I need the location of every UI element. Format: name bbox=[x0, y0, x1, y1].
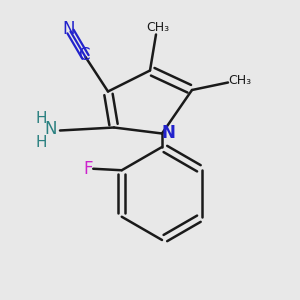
Text: CH₃: CH₃ bbox=[146, 21, 169, 34]
Text: N: N bbox=[162, 124, 176, 142]
Text: N: N bbox=[44, 120, 57, 138]
Text: H: H bbox=[35, 135, 46, 150]
Text: F: F bbox=[83, 160, 93, 178]
Text: CH₃: CH₃ bbox=[228, 74, 252, 88]
Text: H: H bbox=[35, 111, 46, 126]
Text: N: N bbox=[63, 20, 75, 38]
Text: C: C bbox=[78, 46, 90, 64]
